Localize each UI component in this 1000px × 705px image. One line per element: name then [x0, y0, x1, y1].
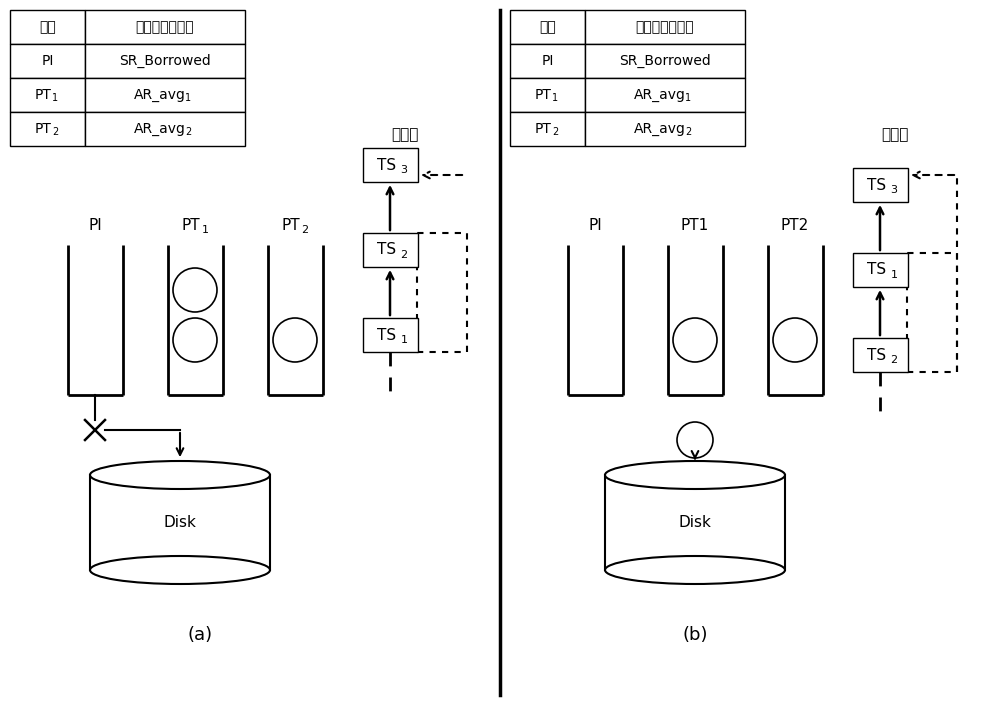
Text: AR_avg: AR_avg: [634, 88, 686, 102]
Bar: [605, 475, 785, 570]
Bar: [510, 10, 585, 44]
Text: 2: 2: [552, 127, 559, 137]
Text: PT1: PT1: [681, 218, 709, 233]
Text: SR_Borrowed: SR_Borrowed: [119, 54, 211, 68]
Bar: [510, 78, 585, 112]
Ellipse shape: [90, 556, 270, 584]
Text: 应用: 应用: [539, 20, 556, 34]
Text: 2: 2: [52, 127, 59, 137]
Bar: [585, 112, 745, 146]
Text: AR_avg: AR_avg: [134, 122, 186, 136]
Text: 2: 2: [301, 225, 309, 235]
Text: 应用: 应用: [39, 20, 56, 34]
Ellipse shape: [773, 318, 817, 362]
Bar: [852, 168, 908, 202]
Text: TS: TS: [377, 243, 397, 257]
Bar: [510, 112, 585, 146]
Text: PT: PT: [282, 218, 300, 233]
Bar: [10, 78, 85, 112]
Text: 2: 2: [400, 250, 408, 260]
Bar: [362, 148, 418, 182]
Text: Disk: Disk: [164, 515, 196, 530]
Text: TS: TS: [867, 262, 887, 278]
Text: PT2: PT2: [781, 218, 809, 233]
Text: Disk: Disk: [679, 515, 711, 530]
Text: PI: PI: [88, 218, 102, 233]
Ellipse shape: [605, 556, 785, 584]
Ellipse shape: [677, 422, 713, 458]
Text: 时间戳: 时间戳: [881, 128, 909, 142]
Bar: [417, 233, 467, 352]
Bar: [85, 44, 245, 78]
Text: 3: 3: [891, 185, 898, 195]
Text: 预分配服务速率: 预分配服务速率: [136, 20, 194, 34]
Bar: [585, 10, 745, 44]
Bar: [362, 233, 418, 267]
Text: 2: 2: [890, 355, 898, 365]
Text: AR_avg: AR_avg: [134, 88, 186, 102]
Text: (b): (b): [682, 626, 708, 644]
Text: SR_Borrowed: SR_Borrowed: [619, 54, 711, 68]
Bar: [907, 253, 957, 372]
Bar: [10, 10, 85, 44]
Text: PI: PI: [41, 54, 54, 68]
Text: 1: 1: [185, 93, 191, 103]
Text: TS: TS: [867, 348, 887, 362]
Text: TS: TS: [377, 157, 397, 173]
Text: PT: PT: [535, 122, 552, 136]
Text: PT: PT: [535, 88, 552, 102]
Text: (a): (a): [187, 626, 213, 644]
Text: TS: TS: [867, 178, 887, 192]
Bar: [85, 10, 245, 44]
Text: PT: PT: [182, 218, 200, 233]
Bar: [85, 78, 245, 112]
Ellipse shape: [605, 461, 785, 489]
Bar: [852, 338, 908, 372]
Bar: [10, 44, 85, 78]
Text: 1: 1: [552, 93, 559, 103]
Ellipse shape: [673, 318, 717, 362]
Bar: [362, 318, 418, 352]
Bar: [585, 44, 745, 78]
Text: 1: 1: [685, 93, 691, 103]
Text: PT: PT: [35, 88, 52, 102]
Bar: [852, 253, 908, 287]
Text: 时间戳: 时间戳: [391, 128, 419, 142]
Text: PI: PI: [588, 218, 602, 233]
Text: 2: 2: [685, 127, 691, 137]
Ellipse shape: [173, 268, 217, 312]
Text: PT: PT: [35, 122, 52, 136]
Text: 1: 1: [400, 335, 408, 345]
Text: AR_avg: AR_avg: [634, 122, 686, 136]
Bar: [10, 112, 85, 146]
Text: 1: 1: [202, 225, 208, 235]
Ellipse shape: [173, 318, 217, 362]
Text: 2: 2: [185, 127, 191, 137]
Ellipse shape: [90, 461, 270, 489]
Ellipse shape: [273, 318, 317, 362]
Bar: [585, 78, 745, 112]
Text: 3: 3: [400, 165, 408, 175]
Text: 1: 1: [891, 270, 898, 280]
Text: TS: TS: [377, 328, 397, 343]
Text: PI: PI: [541, 54, 554, 68]
Bar: [90, 475, 270, 570]
Bar: [85, 112, 245, 146]
Text: 预分配服务速率: 预分配服务速率: [636, 20, 694, 34]
Bar: [510, 44, 585, 78]
Text: 1: 1: [52, 93, 59, 103]
